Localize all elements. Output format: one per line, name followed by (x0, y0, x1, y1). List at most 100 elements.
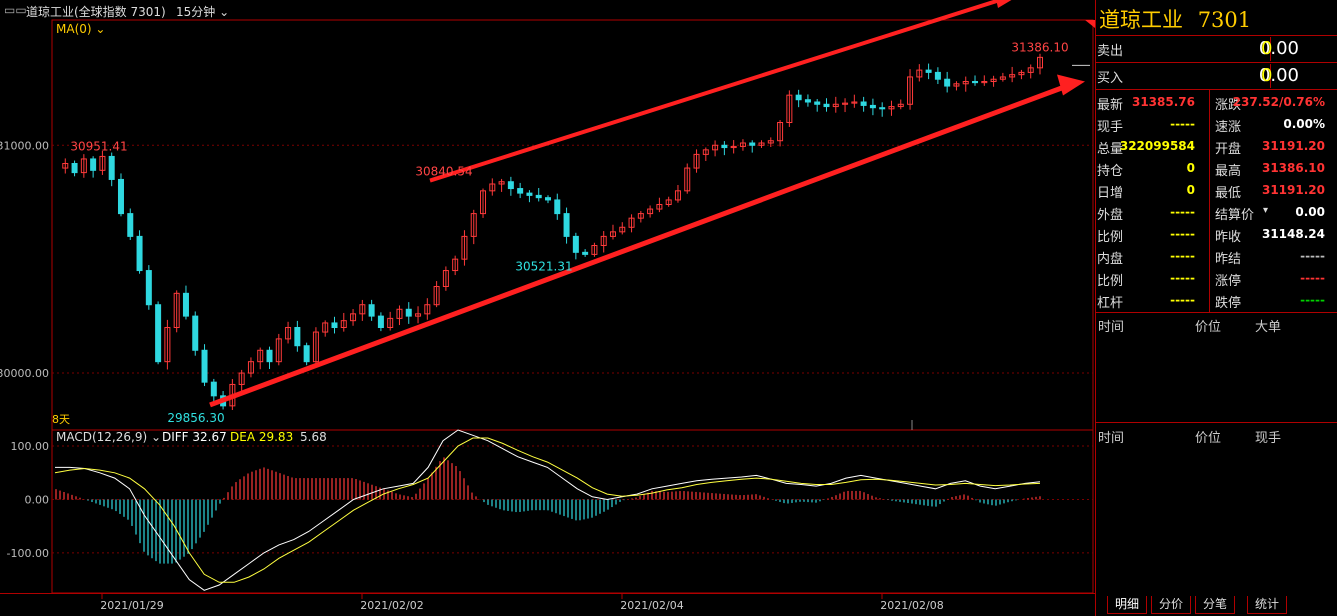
candle-body-up (1018, 71, 1025, 76)
ticks-price-header: 价位 (1195, 431, 1222, 446)
candle-body-down (925, 69, 932, 73)
candle-body-down (108, 155, 115, 180)
tab-price-split[interactable]: 分价 (1151, 596, 1191, 614)
candle-body-up (433, 286, 440, 306)
candle-body-up (350, 313, 357, 322)
divider (1095, 312, 1337, 313)
quote-label: 涨停 (1215, 274, 1242, 289)
candle-body-down (182, 292, 189, 317)
price-annotation: 29856.30 (167, 411, 224, 425)
candle-body-up (962, 81, 969, 85)
candle-body-up (387, 317, 394, 328)
instrument-name: 道琼工业 (1099, 8, 1183, 32)
quote-value: ----- (1170, 293, 1195, 307)
sell-label: 卖出 (1097, 44, 1124, 59)
candle-body-up (1027, 67, 1034, 73)
price-tick-label: 30000.00 (0, 367, 49, 380)
quote-label: 最高 (1215, 164, 1242, 179)
quote-row: 总量 322099584 开盘 31191.20 (1095, 135, 1337, 157)
tab-detail[interactable]: 明细 (1107, 596, 1147, 614)
candle-body-down (879, 107, 886, 110)
candle-body-up (619, 226, 626, 233)
days-label: 8天 (52, 413, 70, 426)
candle-body-up (712, 144, 719, 151)
window-icon[interactable]: ▭▭ (4, 3, 27, 17)
quote-label: 日增 (1097, 186, 1124, 201)
quote-panel: 道琼工业 7301 卖出 0.00 0 买入 0.00 0 最新 31385.76… (1095, 0, 1337, 616)
panel-border (1095, 0, 1096, 616)
candle-body-down (795, 94, 802, 101)
candle-body-up (359, 304, 366, 315)
quote-label: 比例 (1097, 230, 1124, 245)
quote-value: ----- (1170, 227, 1195, 241)
quote-label: 内盘 (1097, 252, 1124, 267)
candle-body-up (173, 292, 180, 329)
candle-body-up (897, 103, 904, 108)
divider (1270, 64, 1271, 88)
period-selector[interactable]: 15分钟 ⌄ (176, 3, 229, 20)
quote-label: 比例 (1097, 274, 1124, 289)
quote-value: 237.52/0.76% (1232, 95, 1325, 109)
quote-value: 322099584 (1119, 139, 1195, 153)
candle-body-up (739, 142, 746, 147)
candle-body-up (628, 217, 635, 228)
quote-row: 持仓 0 最高 31386.10 (1095, 157, 1337, 179)
candle-body-up (415, 313, 422, 317)
price-annotation: 30521.31 (515, 259, 572, 273)
candle-body-down (201, 349, 208, 383)
quote-row: 外盘 ----- 结算价 0.00 (1095, 201, 1337, 223)
divider (1095, 62, 1337, 63)
candle-body-up (600, 235, 607, 246)
ticks-time-header: 时间 (1098, 431, 1125, 446)
candle-body-up (424, 304, 431, 315)
candle-body-down (526, 192, 533, 196)
price-pane-frame (51, 19, 1094, 431)
divider (1270, 37, 1271, 61)
divider (1095, 35, 1337, 36)
quote-value: 31386.10 (1261, 161, 1325, 175)
divider (1095, 89, 1337, 90)
quote-value: 31385.76 (1131, 95, 1195, 109)
price-chart[interactable]: 31000.00 30000.00 100.00 0.00 -100.00 MA(0) ⌄… (0, 0, 1095, 616)
macd-tick-label: 0.00 (25, 493, 50, 506)
candle-body-down (860, 101, 867, 106)
quote-row: 内盘 ----- 昨结 ----- (1095, 245, 1337, 267)
candle-body-down (266, 349, 273, 363)
macd-dea-line (54, 437, 1041, 583)
quote-value: 31191.20 (1261, 183, 1325, 197)
chevron-down-icon[interactable]: ▾ (1263, 205, 1269, 216)
chevron-down-icon: ⌄ (215, 5, 230, 19)
instrument-title: 道琼工业(全球指数 7301) (26, 5, 166, 19)
candle-body-up (767, 140, 774, 144)
tab-statistics[interactable]: 统计 (1247, 596, 1287, 614)
candle-body-up (647, 208, 654, 215)
candle-body-up (981, 81, 988, 84)
divider (1209, 90, 1210, 312)
quote-label: 外盘 (1097, 208, 1124, 223)
divider (1095, 422, 1337, 423)
candle-body-up (247, 361, 254, 374)
candle-body-down (331, 322, 338, 329)
candle-body-up (786, 94, 793, 123)
price-annotation: 30951.41 (70, 139, 127, 153)
date-label: 2021/02/08 (880, 599, 943, 612)
candle-body-up (851, 101, 858, 104)
candle-body-up (238, 372, 245, 385)
candle-body-down (192, 315, 199, 351)
candle-body-up (777, 122, 784, 142)
panel-title: 道琼工业 7301 (1099, 4, 1251, 34)
candle-body-down (572, 235, 579, 253)
tab-tick-split[interactable]: 分笔 (1195, 596, 1235, 614)
macd-diff-line (55, 429, 1041, 591)
date-label: 2021/02/04 (620, 599, 683, 612)
candle-body-up (990, 78, 997, 82)
ticks-hand-header: 现手 (1255, 431, 1282, 446)
candle-body-up (322, 322, 329, 333)
quote-value: ----- (1170, 205, 1195, 219)
candle-body-up (340, 320, 347, 328)
candle-body-up (461, 235, 468, 260)
quote-label: 最新 (1097, 98, 1124, 113)
quote-value: ----- (1300, 271, 1325, 285)
quote-row: 现手 ----- 速涨 0.00% (1095, 113, 1337, 135)
macd-tick-label: -100.00 (7, 547, 49, 560)
